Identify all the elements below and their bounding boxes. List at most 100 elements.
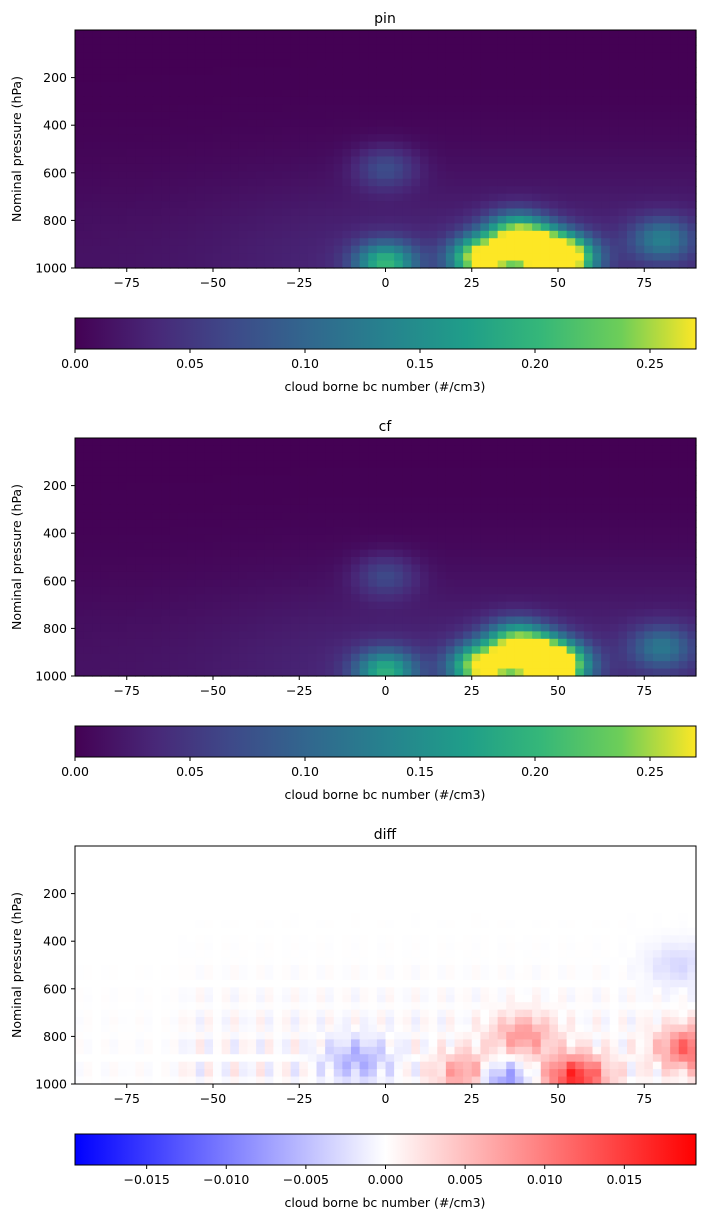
heatmap-cell (282, 253, 292, 262)
heatmap-cell (351, 245, 361, 254)
heatmap-cell (661, 104, 671, 113)
heatmap-cell (652, 178, 663, 187)
heatmap-cell (376, 238, 387, 247)
heatmap-cell (687, 490, 697, 499)
heatmap-cell (161, 527, 171, 536)
heatmap-cell (627, 853, 637, 862)
heatmap-cell (169, 616, 180, 625)
heatmap-cell (152, 260, 162, 269)
heatmap-cell (592, 260, 602, 269)
heatmap-cell (92, 594, 102, 603)
heatmap-cell (523, 141, 533, 150)
heatmap-cell (126, 134, 136, 143)
heatmap-cell (256, 149, 266, 158)
heatmap-cell (152, 104, 162, 113)
heatmap-cell (161, 238, 171, 247)
heatmap-cell (532, 30, 542, 39)
heatmap-cell (489, 452, 499, 461)
heatmap-cell (523, 126, 533, 135)
heatmap-cell (532, 59, 542, 68)
heatmap-cell (126, 201, 136, 210)
heatmap-cell (627, 253, 637, 262)
heatmap-cell (394, 111, 404, 120)
heatmap-cell (480, 134, 490, 143)
heatmap-cell (592, 82, 602, 91)
heatmap-cell (489, 223, 499, 232)
heatmap-cell (411, 616, 421, 625)
heatmap-cell (187, 156, 197, 165)
heatmap-cell (670, 490, 680, 499)
heatmap-cell (480, 482, 490, 491)
heatmap-cell (178, 260, 188, 269)
heatmap-cell (359, 549, 369, 558)
heatmap-cell (558, 868, 568, 877)
heatmap-cell (368, 623, 378, 632)
heatmap-cell (635, 616, 645, 625)
heatmap-cell (385, 653, 395, 662)
heatmap-cell (333, 571, 343, 580)
heatmap-cell (169, 512, 180, 521)
heatmap-cell (273, 260, 283, 269)
heatmap-cell (187, 586, 197, 595)
heatmap-cell (256, 586, 266, 595)
heatmap-cell (445, 616, 456, 625)
heatmap-cell (238, 52, 249, 61)
heatmap-cell (480, 623, 490, 632)
heatmap-cell (169, 156, 180, 165)
heatmap-cell (575, 601, 585, 610)
heatmap-cell (213, 653, 223, 662)
heatmap-cell (325, 868, 335, 877)
heatmap-cell (601, 134, 611, 143)
heatmap-cell (325, 37, 335, 46)
heatmap-cell (238, 616, 249, 625)
heatmap-cell (144, 104, 154, 113)
heatmap-cell (144, 527, 154, 536)
heatmap-cell (368, 475, 378, 484)
heatmap-cell (635, 253, 645, 262)
heatmap-cell (497, 96, 507, 105)
heatmap-cell (273, 868, 283, 877)
heatmap-cell (497, 853, 507, 862)
heatmap-cell (592, 460, 602, 469)
heatmap-cell (532, 215, 542, 224)
heatmap-cell (523, 44, 533, 53)
heatmap-cell (420, 497, 430, 506)
heatmap-cell (178, 638, 188, 647)
heatmap-cell (135, 104, 145, 113)
heatmap-cell (161, 542, 171, 551)
heatmap-cell (221, 504, 231, 513)
heatmap-cell (549, 208, 559, 217)
heatmap-cell (264, 230, 274, 239)
heatmap-cell (661, 661, 671, 670)
heatmap-cell (109, 527, 119, 536)
heatmap-cell (135, 631, 145, 640)
heatmap-cell (454, 52, 464, 61)
heatmap-cell (402, 119, 412, 128)
heatmap-cell (385, 646, 395, 655)
heatmap-cell (549, 141, 559, 150)
heatmap-cell (678, 534, 688, 543)
heatmap-cell (135, 163, 145, 172)
heatmap-cell (420, 853, 430, 862)
heatmap-cell (420, 96, 430, 105)
heatmap-cell (514, 230, 525, 239)
heatmap-cell (687, 579, 697, 588)
heatmap-cell (351, 445, 361, 454)
heatmap-cell (213, 594, 223, 603)
heatmap-cell (394, 631, 404, 640)
heatmap-cell (169, 542, 180, 551)
heatmap-cell (471, 512, 481, 521)
heatmap-cell (670, 646, 680, 655)
heatmap-cell (126, 445, 136, 454)
heatmap-cell (549, 631, 559, 640)
heatmap-cell (316, 30, 326, 39)
heatmap-cell (670, 163, 680, 172)
heatmap-cell (420, 119, 430, 128)
heatmap-cell (618, 82, 628, 91)
heatmap-cell (290, 119, 300, 128)
heatmap-cell (359, 586, 369, 595)
heatmap-cell (411, 853, 421, 862)
heatmap-cell (152, 452, 162, 461)
heatmap-cell (282, 44, 292, 53)
heatmap-cell (213, 215, 223, 224)
